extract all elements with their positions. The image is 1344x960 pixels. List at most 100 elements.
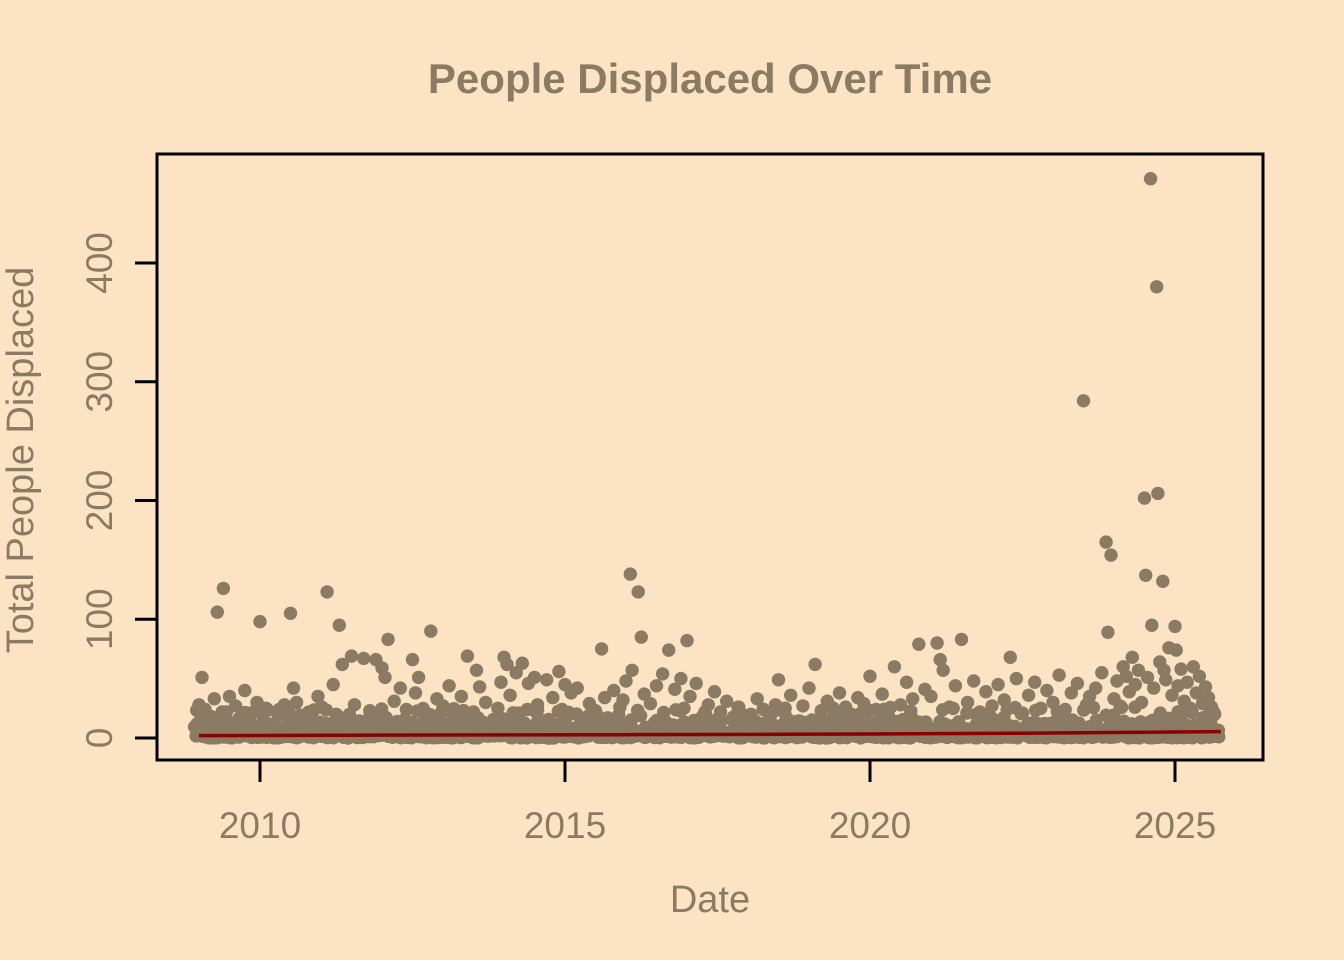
data-point [796, 699, 810, 713]
y-tick-label: 300 [79, 351, 120, 413]
data-point [845, 707, 859, 721]
data-point [643, 696, 658, 711]
data-point [1183, 701, 1198, 715]
data-point [332, 618, 346, 632]
data-point [1065, 713, 1080, 727]
data-point [469, 663, 484, 677]
data-point [1198, 680, 1213, 694]
data-point [919, 715, 933, 729]
data-point [790, 714, 804, 729]
data-point [1168, 619, 1182, 634]
data-point [997, 693, 1011, 707]
x-tick-label: 2025 [1134, 805, 1216, 846]
data-point [436, 699, 450, 713]
data-point [1101, 625, 1115, 639]
data-point [500, 657, 514, 672]
data-point [503, 688, 517, 702]
data-point [1113, 699, 1127, 713]
data-point [1180, 675, 1194, 689]
data-point [649, 679, 664, 693]
data-point [881, 708, 895, 723]
data-point [378, 670, 392, 685]
data-point [1040, 683, 1054, 698]
data-point [1117, 714, 1131, 728]
data-point [657, 705, 671, 720]
data-point [320, 585, 334, 599]
data-point [238, 683, 252, 698]
data-point [1058, 702, 1072, 717]
data-point [869, 702, 883, 717]
data-point [460, 649, 475, 663]
data-point [820, 694, 834, 708]
data-point [726, 713, 740, 727]
data-point [933, 652, 947, 667]
data-point [491, 701, 505, 715]
data-point [960, 695, 975, 710]
data-point [619, 674, 633, 688]
data-point [808, 657, 822, 672]
data-point [540, 673, 554, 687]
data-point [1134, 695, 1149, 710]
data-point [286, 681, 301, 695]
data-point [530, 698, 545, 712]
data-point [1143, 172, 1158, 186]
data-point [216, 581, 231, 596]
data-points [187, 172, 1226, 745]
data-point [1208, 707, 1222, 721]
data-point [662, 643, 676, 657]
data-point [408, 686, 423, 700]
data-point [201, 721, 215, 736]
data-point [713, 705, 728, 719]
data-point [1064, 686, 1079, 700]
data-point [1099, 535, 1113, 549]
data-point [210, 605, 224, 619]
data-point [289, 695, 304, 710]
data-point [546, 690, 560, 705]
data-point [707, 685, 722, 699]
x-tick-label: 2020 [829, 805, 911, 846]
data-point [1046, 695, 1060, 710]
data-point [802, 681, 816, 695]
plot-area-border [155, 152, 1265, 762]
data-point [948, 679, 963, 693]
data-point [207, 692, 221, 706]
data-point [552, 664, 566, 679]
data-point [930, 636, 944, 650]
data-point [912, 637, 926, 651]
data-point [933, 715, 947, 729]
data-point [515, 656, 529, 670]
data-point [967, 674, 981, 688]
data-point [1070, 676, 1085, 691]
data-point [253, 614, 267, 629]
data-point [283, 606, 298, 620]
x-axis-label: Date [670, 879, 750, 921]
data-point [594, 642, 609, 656]
data-point [259, 701, 273, 715]
data-point [942, 700, 956, 714]
data-point [1038, 716, 1052, 731]
data-point [311, 689, 325, 704]
data-point [906, 692, 920, 706]
data-point [232, 712, 246, 726]
data-point [893, 698, 908, 712]
data-point [533, 713, 548, 727]
data-point [305, 711, 319, 725]
y-axis-label: Total People Displaced [0, 267, 42, 654]
data-point [244, 706, 258, 720]
y-tick-label: 0 [79, 728, 120, 749]
data-point [623, 567, 637, 581]
data-point [680, 633, 694, 648]
data-point [472, 680, 487, 694]
data-point [338, 713, 353, 727]
trend-line [198, 729, 1221, 738]
data-point [1089, 681, 1103, 695]
data-point [271, 708, 285, 723]
data-point [768, 698, 783, 712]
data-point [1147, 681, 1161, 695]
data-point [744, 707, 758, 721]
data-point [985, 711, 999, 725]
data-point [1192, 669, 1207, 683]
data-point [598, 690, 612, 705]
